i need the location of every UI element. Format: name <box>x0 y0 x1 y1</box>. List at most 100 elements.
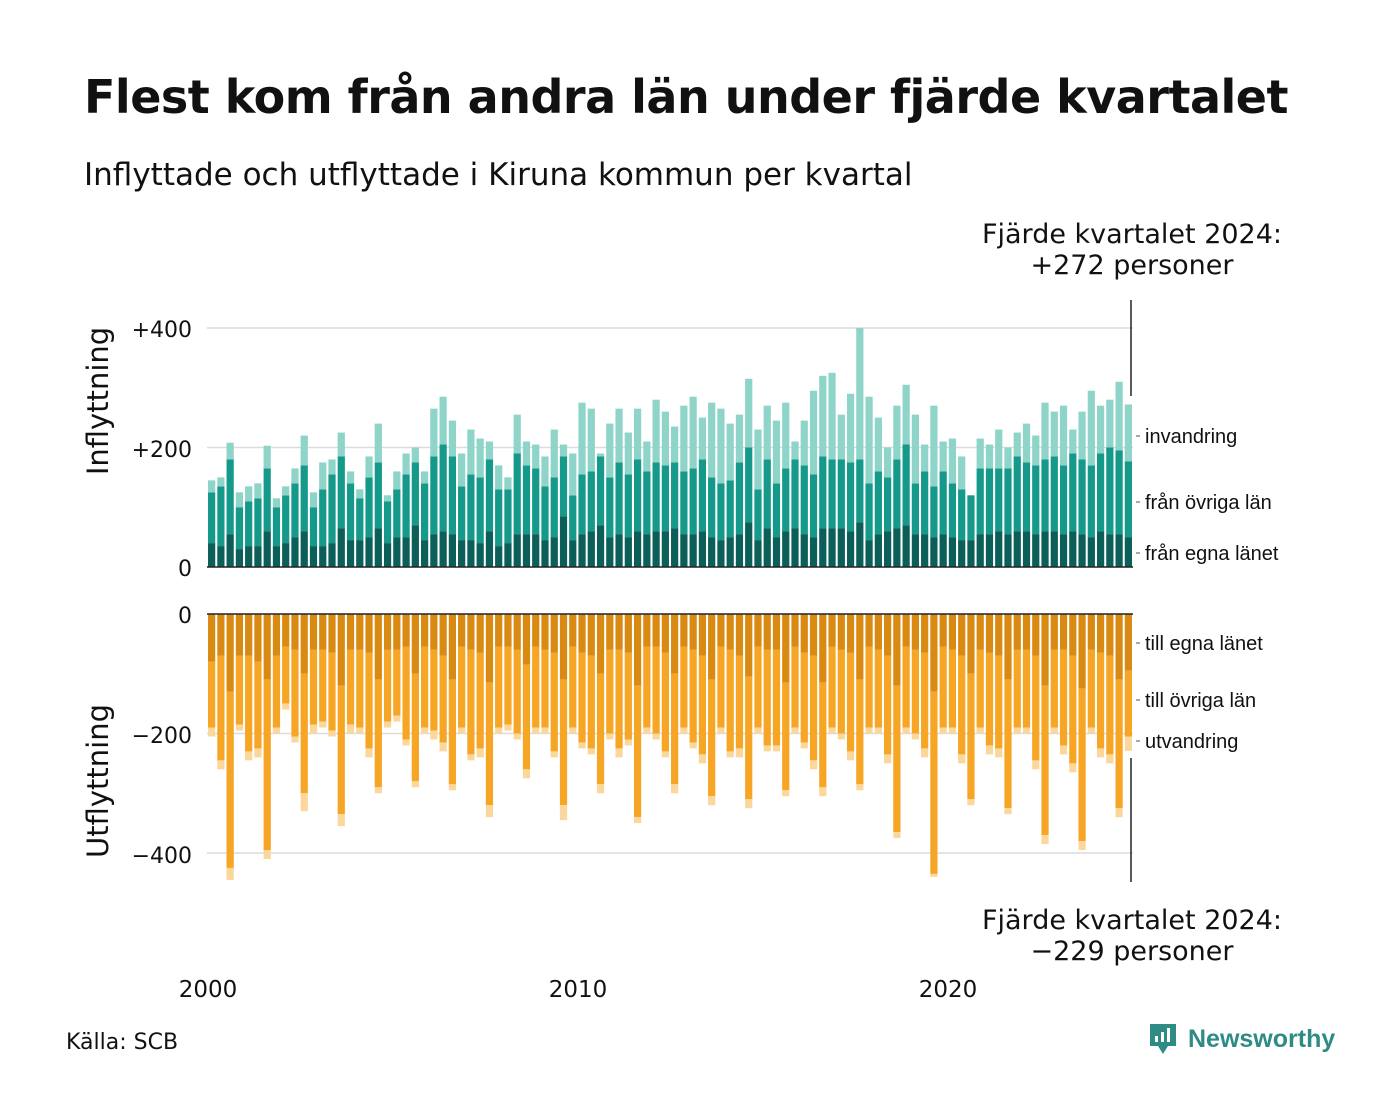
bar-till-egna-lanet <box>559 614 568 680</box>
bar-till-egna-lanet <box>921 614 929 653</box>
bar-till-egna-lanet <box>272 614 281 656</box>
bar-fran-ovriga-lan <box>226 459 234 535</box>
bar-fran-egna-lanet <box>254 546 262 567</box>
bar-fran-egna-lanet <box>356 540 364 567</box>
bar-utvandring <box>633 817 642 824</box>
bar-fran-egna-lanet <box>476 543 484 567</box>
bar-utvandring <box>263 850 271 859</box>
bar-till-egna-lanet <box>745 614 753 677</box>
bar-invandring <box>884 447 892 478</box>
bar-till-ovriga-lan <box>596 673 605 785</box>
legend-fran-ovriga-lan: från övriga län <box>1145 492 1272 514</box>
bar-utvandring <box>995 748 1003 758</box>
bar-fran-ovriga-lan <box>1115 450 1123 535</box>
bar-fran-egna-lanet <box>976 534 984 567</box>
bar-fran-egna-lanet <box>217 546 225 567</box>
bar-fran-ovriga-lan <box>976 468 984 535</box>
bar-invandring <box>615 408 623 463</box>
bar-till-ovriga-lan <box>837 649 845 734</box>
bar-utvandring <box>356 727 364 734</box>
bar-till-ovriga-lan <box>1041 685 1049 836</box>
bar-fran-ovriga-lan <box>856 459 864 523</box>
bar-till-egna-lanet <box>782 614 790 683</box>
bar-till-ovriga-lan <box>661 652 669 752</box>
bar-till-ovriga-lan <box>235 655 244 725</box>
bar-utvandring <box>402 739 410 746</box>
bar-fran-egna-lanet <box>606 537 614 568</box>
bar-till-ovriga-lan <box>735 655 744 749</box>
bar-invandring <box>550 429 558 478</box>
bar-till-egna-lanet <box>828 614 836 647</box>
bar-till-ovriga-lan <box>374 679 382 788</box>
bar-utvandring <box>476 748 484 758</box>
bar-till-egna-lanet <box>726 614 734 650</box>
bar-fran-egna-lanet <box>689 534 697 567</box>
bar-till-egna-lanet <box>550 614 558 653</box>
bar-till-ovriga-lan <box>606 649 614 734</box>
bar-fran-egna-lanet <box>300 531 308 567</box>
bar-fran-egna-lanet <box>309 546 318 567</box>
bar-utvandring <box>365 748 373 758</box>
bar-utvandring <box>958 754 966 764</box>
bar-fran-ovriga-lan <box>782 468 790 532</box>
bar-utvandring <box>893 832 901 839</box>
bar-till-egna-lanet <box>624 614 632 653</box>
bar-fran-ovriga-lan <box>504 489 512 544</box>
bar-till-ovriga-lan <box>263 679 271 851</box>
bar-fran-egna-lanet <box>837 528 845 567</box>
bar-till-ovriga-lan <box>559 679 568 806</box>
bar-till-ovriga-lan <box>985 652 994 746</box>
bar-till-egna-lanet <box>1069 614 1077 656</box>
bar-utvandring <box>596 784 605 794</box>
bar-till-ovriga-lan <box>800 652 808 743</box>
bar-fran-egna-lanet <box>828 528 836 567</box>
bar-fran-egna-lanet <box>1059 534 1068 567</box>
bar-invandring <box>226 442 234 460</box>
legend-till-ovriga-lan: till övriga län <box>1145 690 1256 712</box>
bar-utvandring <box>902 727 910 734</box>
bar-utvandring <box>467 754 475 761</box>
bar-invandring <box>921 444 929 472</box>
bar-till-ovriga-lan <box>402 646 410 740</box>
bar-fran-egna-lanet <box>698 531 707 567</box>
bar-fran-ovriga-lan <box>467 474 475 541</box>
bar-fran-ovriga-lan <box>319 489 327 547</box>
bar-utvandring <box>578 742 586 749</box>
bar-fran-ovriga-lan <box>745 447 753 523</box>
bar-till-ovriga-lan <box>319 649 327 722</box>
bar-till-ovriga-lan <box>1124 670 1132 737</box>
bar-till-ovriga-lan <box>1059 649 1068 746</box>
bar-fran-ovriga-lan <box>1106 447 1114 535</box>
bar-invandring <box>772 420 781 484</box>
brand-logo[interactable]: Newsworthy <box>1148 1022 1335 1056</box>
bar-fran-ovriga-lan <box>485 459 494 532</box>
bar-till-egna-lanet <box>439 614 447 656</box>
bar-fran-egna-lanet <box>633 531 642 567</box>
bar-till-ovriga-lan <box>958 655 966 755</box>
bar-invandring <box>217 477 225 487</box>
bar-fran-egna-lanet <box>439 531 447 567</box>
bar-till-egna-lanet <box>541 614 549 650</box>
bar-utvandring <box>272 727 281 734</box>
bar-till-ovriga-lan <box>356 649 364 728</box>
bar-till-egna-lanet <box>856 614 864 680</box>
bar-till-egna-lanet <box>467 614 475 650</box>
bar-invandring <box>865 396 873 484</box>
bar-fran-ovriga-lan <box>930 486 938 538</box>
bar-till-ovriga-lan <box>902 646 910 728</box>
bar-fran-ovriga-lan <box>689 468 697 535</box>
bar-utvandring <box>235 724 244 731</box>
bar-fran-ovriga-lan <box>596 456 605 526</box>
bar-till-egna-lanet <box>911 614 919 650</box>
bar-invandring <box>708 402 716 478</box>
bar-till-ovriga-lan <box>411 673 419 782</box>
bar-fran-egna-lanet <box>874 534 882 567</box>
bar-invandring <box>763 405 771 460</box>
bar-fran-egna-lanet <box>708 537 716 568</box>
bar-till-ovriga-lan <box>1069 655 1077 764</box>
bar-fran-ovriga-lan <box>421 483 429 541</box>
bar-utvandring <box>226 867 234 880</box>
bar-invandring <box>911 414 919 484</box>
bar-fran-egna-lanet <box>346 540 355 567</box>
bar-till-egna-lanet <box>902 614 910 647</box>
